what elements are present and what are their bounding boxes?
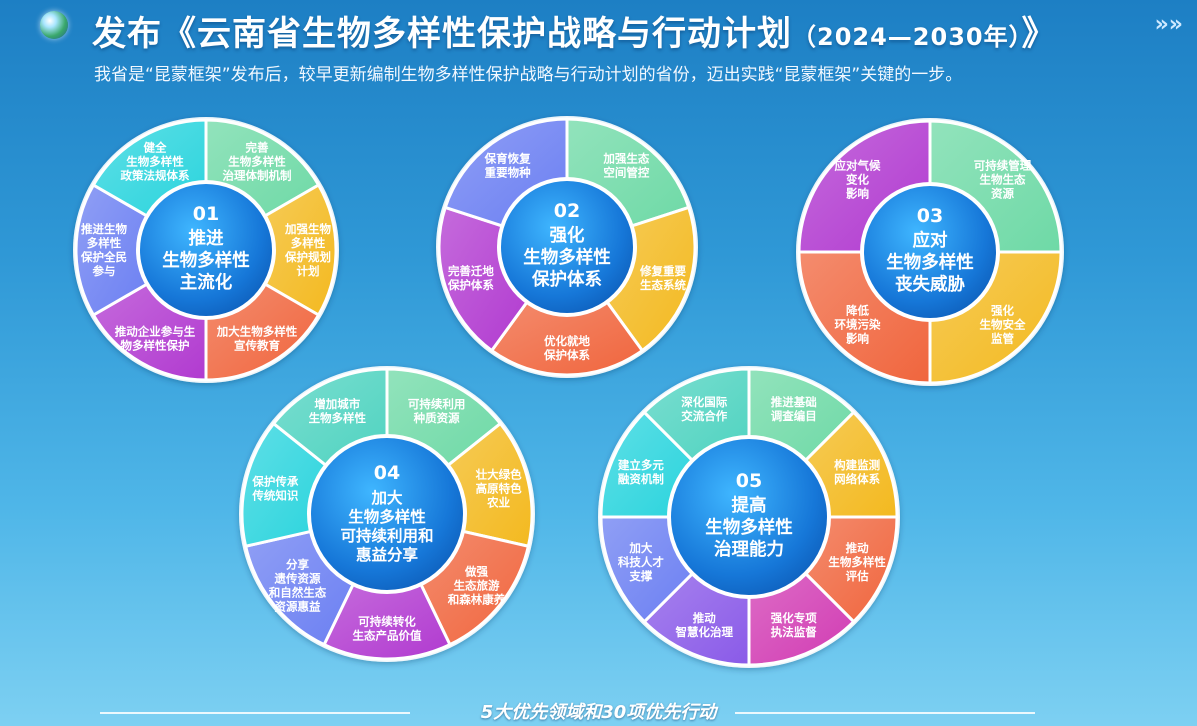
footer: 5大优先领域和30项优先行动 <box>0 696 1197 726</box>
area-number: 05 <box>736 470 762 492</box>
footer-divider-right <box>735 712 1035 714</box>
area-number: 02 <box>554 200 580 222</box>
action-label: 加强生态空间管控 <box>602 151 649 179</box>
globe-icon <box>40 11 68 39</box>
action-label: 构建监测网络体系 <box>834 458 880 486</box>
center-disc <box>140 184 272 316</box>
action-label: 推动企业参与生物多样性保护 <box>115 324 196 352</box>
priority-area-donut: 可持续利用种质资源壮大绿色高原特色农业做强生态旅游和森林康养可持续转化生态产品价… <box>239 366 535 662</box>
action-label: 分享遗传资源和自然生态资源惠益 <box>269 557 327 613</box>
action-label: 健全生物多样性政策法规体系 <box>121 141 190 183</box>
action-label: 推动智慧化治理 <box>675 611 733 639</box>
action-label: 推进生物多样性保护全民参与 <box>80 222 127 278</box>
action-label: 可持续管理生物生态资源 <box>974 159 1032 201</box>
action-label: 加强生物多样性保护规划计划 <box>284 222 331 278</box>
action-label: 可持续利用种质资源 <box>408 397 466 425</box>
area-title: 应对生物多样性丧失威胁 <box>886 230 974 295</box>
area-title: 强化生物多样性保护体系 <box>523 225 611 290</box>
chevron-right-icon: »» <box>1154 12 1183 37</box>
action-label: 推进基础调查编目 <box>771 395 817 423</box>
title-years: （2024—2030年） <box>792 23 1022 51</box>
action-label: 保护传承传统知识 <box>251 475 298 503</box>
action-label: 推动生物多样性评估 <box>828 541 886 583</box>
action-label: 降低环境污染影响 <box>835 303 881 345</box>
action-label: 修复重要生态系统 <box>639 264 686 292</box>
action-label: 壮大绿色高原特色农业 <box>476 468 522 510</box>
area-title: 提高生物多样性治理能力 <box>705 495 793 560</box>
action-label: 深化国际交流合作 <box>681 395 727 423</box>
title-main: 发布《云南省生物多样性保护战略与行动计划 <box>92 14 792 54</box>
action-label: 完善生物多样性治理体制机制 <box>223 141 292 183</box>
action-label: 强化专项执法监督 <box>771 611 817 639</box>
intro-paragraph: 我省是“昆蒙框架”发布后，较早更新编制生物多样性保护战略与行动计划的省份，迈出实… <box>94 65 963 85</box>
area-title: 加大生物多样性可持续利用和惠益分享 <box>340 488 433 564</box>
center-disc <box>501 181 633 313</box>
page-title: 发布《云南省生物多样性保护战略与行动计划（2024—2030年）》 <box>92 6 1057 55</box>
area-number: 03 <box>917 205 943 227</box>
action-label: 增加城市生物多样性 <box>309 397 367 425</box>
title-bar: 发布《云南省生物多样性保护战略与行动计划（2024—2030年）》 »» <box>0 0 1197 58</box>
action-label: 优化就地保护体系 <box>543 334 590 362</box>
center-disc <box>864 186 996 318</box>
action-label: 应对气候变化影响 <box>835 159 881 201</box>
action-label: 加大科技人才支撑 <box>618 541 664 583</box>
action-label: 强化生物安全监管 <box>979 303 1025 345</box>
center-disc <box>671 439 827 595</box>
action-label: 完善迁地保护体系 <box>447 264 494 292</box>
area-number: 01 <box>193 203 219 225</box>
action-label: 加大生物多样性宣传教育 <box>216 324 298 352</box>
footer-caption: 5大优先领域和30项优先行动 <box>480 702 717 723</box>
action-label: 建立多元融资机制 <box>618 458 664 486</box>
area-number: 04 <box>374 462 400 484</box>
action-label: 可持续转化生态产品价值 <box>353 615 422 643</box>
title-end: 》 <box>1021 14 1057 54</box>
footer-divider-left <box>100 712 410 714</box>
action-label: 保育恢复重要物种 <box>484 151 531 179</box>
priority-area-donut: 完善生物多样性治理体制机制加强生物多样性保护规划计划加大生物多样性宣传教育推动企… <box>73 117 339 383</box>
action-label: 做强生态旅游和森林康养 <box>448 564 506 606</box>
area-title: 推进生物多样性主流化 <box>162 228 250 293</box>
center-disc <box>311 438 463 590</box>
